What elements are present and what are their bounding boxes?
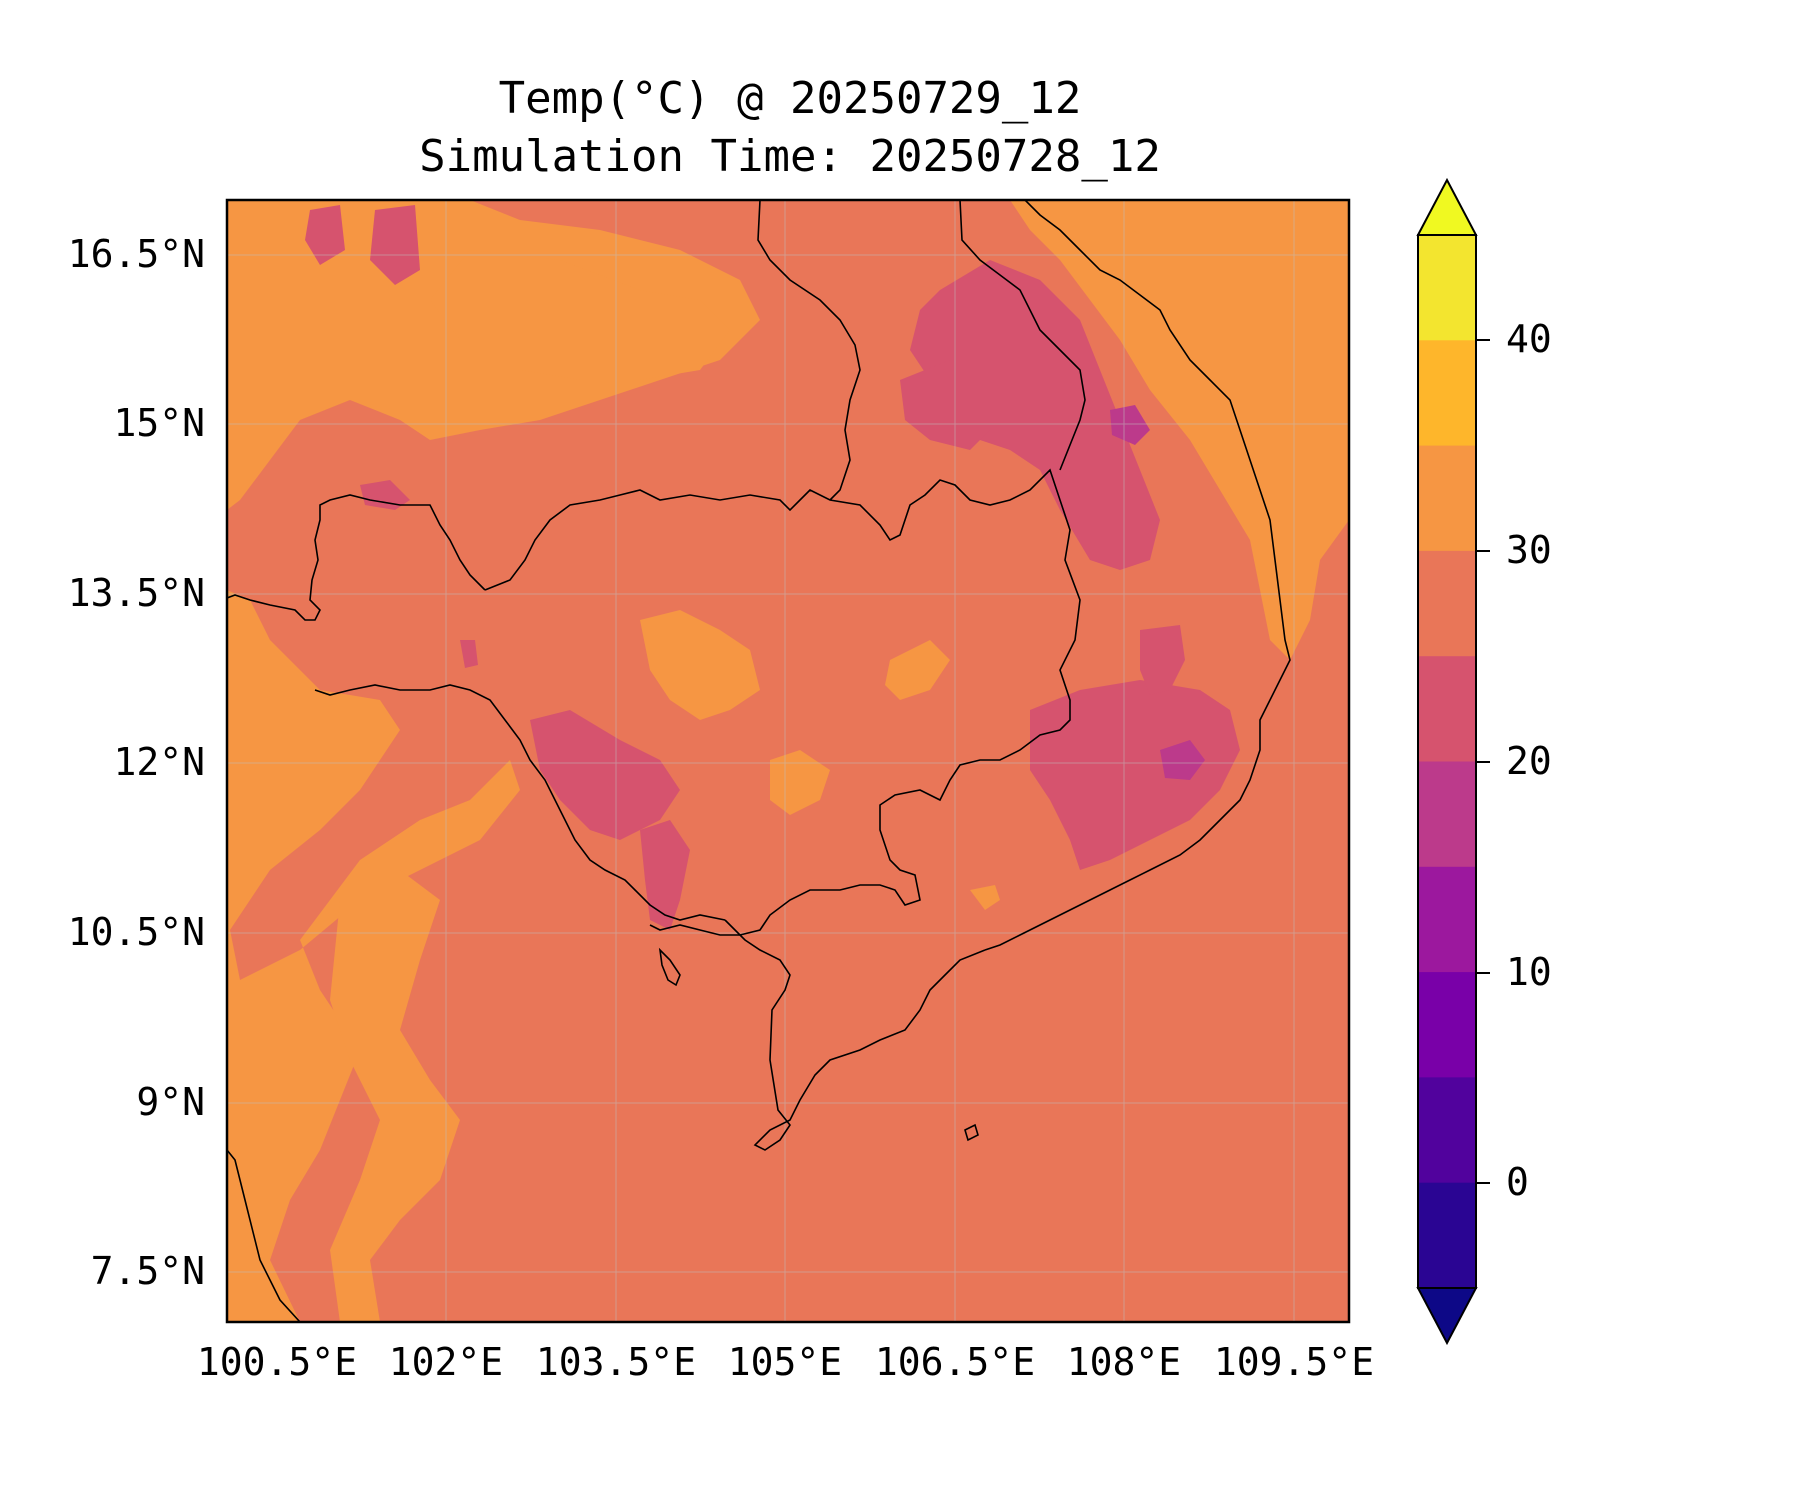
- y-tick-label: 15°N: [113, 401, 205, 445]
- warm-region-vietnam-south: [970, 885, 1000, 910]
- gulf-of-thailand-coast: [314, 684, 726, 921]
- cool-region-laos-plateau: [900, 360, 990, 450]
- cool-region-western-cambodia: [460, 640, 478, 668]
- colorbar-level: [1418, 656, 1476, 762]
- colorbar-tick-label: 20: [1506, 739, 1552, 783]
- thai-west-coast: [227, 1149, 301, 1322]
- y-tick-label: 7.5°N: [91, 1249, 205, 1293]
- y-tick-label: 16.5°N: [68, 232, 205, 276]
- x-tick-label: 102°E: [389, 1340, 503, 1384]
- colorbar-tick-label: 0: [1506, 1160, 1529, 1204]
- colorbar-tick-label: 40: [1506, 317, 1552, 361]
- cooler-regions: [1110, 405, 1205, 780]
- coastlines-and-borders: [227, 200, 1291, 1322]
- cooler-region-highlands: [1110, 405, 1150, 445]
- colorbar-level: [1418, 972, 1476, 1078]
- chart-title: Temp(°C) @ 20250729_12 Simulation Time: …: [0, 70, 1580, 186]
- graticule: [227, 200, 1349, 1322]
- warm-region-cambodia-center: [640, 610, 760, 720]
- colorbar-over-arrow: [1416, 177, 1478, 236]
- y-tick-label: 13.5°N: [68, 571, 205, 615]
- cool-region-cardamom-south: [640, 820, 690, 930]
- colorbar-levels: [1418, 235, 1476, 1289]
- colorbar-under-arrow: [1416, 1287, 1478, 1346]
- x-tick-label: 100.5°E: [197, 1340, 357, 1384]
- colorbar-tick-label: 10: [1506, 950, 1552, 994]
- colorbar-tick-label: 30: [1506, 528, 1552, 572]
- x-tick-label: 108°E: [1067, 1340, 1181, 1384]
- colorbar: 40 30 20 10 0: [1416, 177, 1552, 1346]
- x-tick-label: 106.5°E: [875, 1340, 1035, 1384]
- warm-regions: [227, 200, 1349, 1322]
- vietnam-coast: [984, 200, 1291, 951]
- cool-region-thailand-mid: [360, 480, 410, 510]
- x-tick-label: 103.5°E: [536, 1340, 696, 1384]
- warm-region-gulf-tongue: [330, 870, 460, 1322]
- laos-border-north: [757, 200, 861, 501]
- cool-region-northwest-1: [305, 205, 345, 265]
- warm-region-cambodia-east: [885, 640, 950, 700]
- temperature-map: [227, 200, 1349, 1322]
- x-axis: 100.5°E 102°E 103.5°E 105°E 106.5°E 108°…: [197, 1340, 1374, 1384]
- title-line-1: Temp(°C) @ 20250729_12: [498, 73, 1082, 124]
- x-tick-label: 105°E: [728, 1340, 842, 1384]
- laos-vietnam-border: [959, 200, 1086, 471]
- y-tick-label: 12°N: [113, 740, 205, 784]
- title-line-2: Simulation Time: 20250728_12: [419, 131, 1161, 182]
- x-tick-label: 109.5°E: [1214, 1340, 1374, 1384]
- phu-quoc-island: [658, 947, 681, 987]
- y-tick-label: 9°N: [136, 1080, 205, 1124]
- cool-region-central-highlands: [910, 260, 1160, 570]
- con-son-island: [964, 1123, 979, 1142]
- warm-region-central-north: [430, 250, 730, 380]
- cambodia-border: [484, 468, 1081, 936]
- colorbar-level: [1418, 445, 1476, 552]
- colorbar-level: [1418, 866, 1476, 973]
- thailand-laos-border: [227, 494, 486, 621]
- y-tick-label: 10.5°N: [68, 910, 205, 954]
- colorbar-level: [1418, 761, 1476, 868]
- colorbar-level: [1418, 550, 1476, 657]
- cooler-region-south: [1160, 740, 1205, 780]
- cool-region-south-highlands: [1030, 680, 1240, 870]
- cool-region-kontum: [1140, 625, 1185, 695]
- map-frame: [225, 198, 1351, 1324]
- colorbar-tick-marks: [1476, 339, 1490, 1184]
- cool-region-northwest-2: [370, 205, 420, 285]
- warm-region-west-coast: [227, 590, 520, 1322]
- colorbar-level: [1418, 235, 1476, 341]
- colorbar-level: [1418, 340, 1476, 447]
- cool-regions: [305, 205, 1240, 930]
- colorbar-level: [1418, 1182, 1476, 1289]
- colorbar-level: [1418, 1077, 1476, 1184]
- warm-region-east-sea: [1010, 200, 1349, 660]
- cool-region-cardamom: [530, 710, 680, 840]
- mekong-delta: [724, 919, 986, 1151]
- y-axis: 16.5°N 15°N 13.5°N 12°N 10.5°N 9°N 7.5°N: [68, 232, 205, 1293]
